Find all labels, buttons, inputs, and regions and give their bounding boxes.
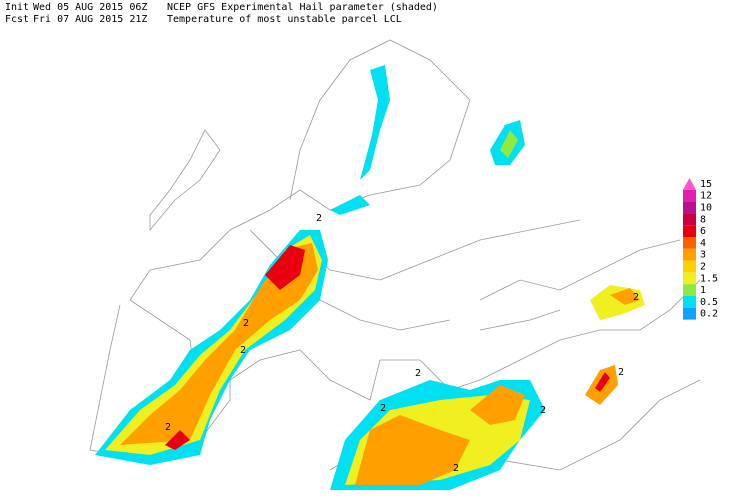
subtitle: Temperature of most unstable parcel LCL <box>167 14 402 25</box>
legend-swatch <box>683 201 696 214</box>
legend-label: 6 <box>700 226 706 237</box>
contour-label: 2 <box>618 367 624 378</box>
title: NCEP GFS Experimental Hail parameter (sh… <box>167 2 438 13</box>
contour-label: 2 <box>243 318 249 329</box>
contour-label: 2 <box>316 213 322 224</box>
contour-label: 2 <box>540 405 546 416</box>
legend-label: 1.5 <box>700 273 718 284</box>
contour-label: 2 <box>165 422 171 433</box>
init-time: Wed 05 AUG 2015 06Z <box>33 2 147 13</box>
legend-swatch <box>683 260 696 273</box>
contour-labels: 2 2 2 2 2 2 2 2 2 2 <box>165 213 639 474</box>
contour-label: 2 <box>415 368 421 379</box>
legend-label: 1 <box>700 285 706 296</box>
legend-label: 0.2 <box>700 309 718 320</box>
legend-swatch <box>683 248 696 261</box>
init-label: Init <box>5 2 29 13</box>
contour-label: 2 <box>453 463 459 474</box>
legend-label: 8 <box>700 214 706 225</box>
legend-label: 3 <box>700 250 706 261</box>
legend-label: 0.5 <box>700 297 718 308</box>
legend-swatch <box>683 272 696 285</box>
hail-field <box>95 65 645 490</box>
legend-swatch <box>683 225 696 237</box>
legend-swatch <box>683 189 696 202</box>
legend-swatch <box>683 307 696 320</box>
legend-label: 15 <box>700 179 712 190</box>
legend-swatch <box>683 296 696 308</box>
legend-swatch <box>683 213 696 226</box>
contour-label: 2 <box>240 345 246 356</box>
legend-label: 2 <box>700 262 706 273</box>
forecast-label: Fcst <box>5 14 29 25</box>
legend-swatch <box>683 237 696 249</box>
legend-label: 4 <box>700 238 706 249</box>
contour-label: 2 <box>633 292 639 303</box>
forecast-time: Fri 07 AUG 2015 21Z <box>33 14 147 25</box>
contour-label: 2 <box>380 403 386 414</box>
legend-label: 12 <box>700 191 712 202</box>
legend-swatch <box>683 178 696 190</box>
legend-label: 10 <box>700 203 712 214</box>
legend-swatch <box>683 284 696 296</box>
